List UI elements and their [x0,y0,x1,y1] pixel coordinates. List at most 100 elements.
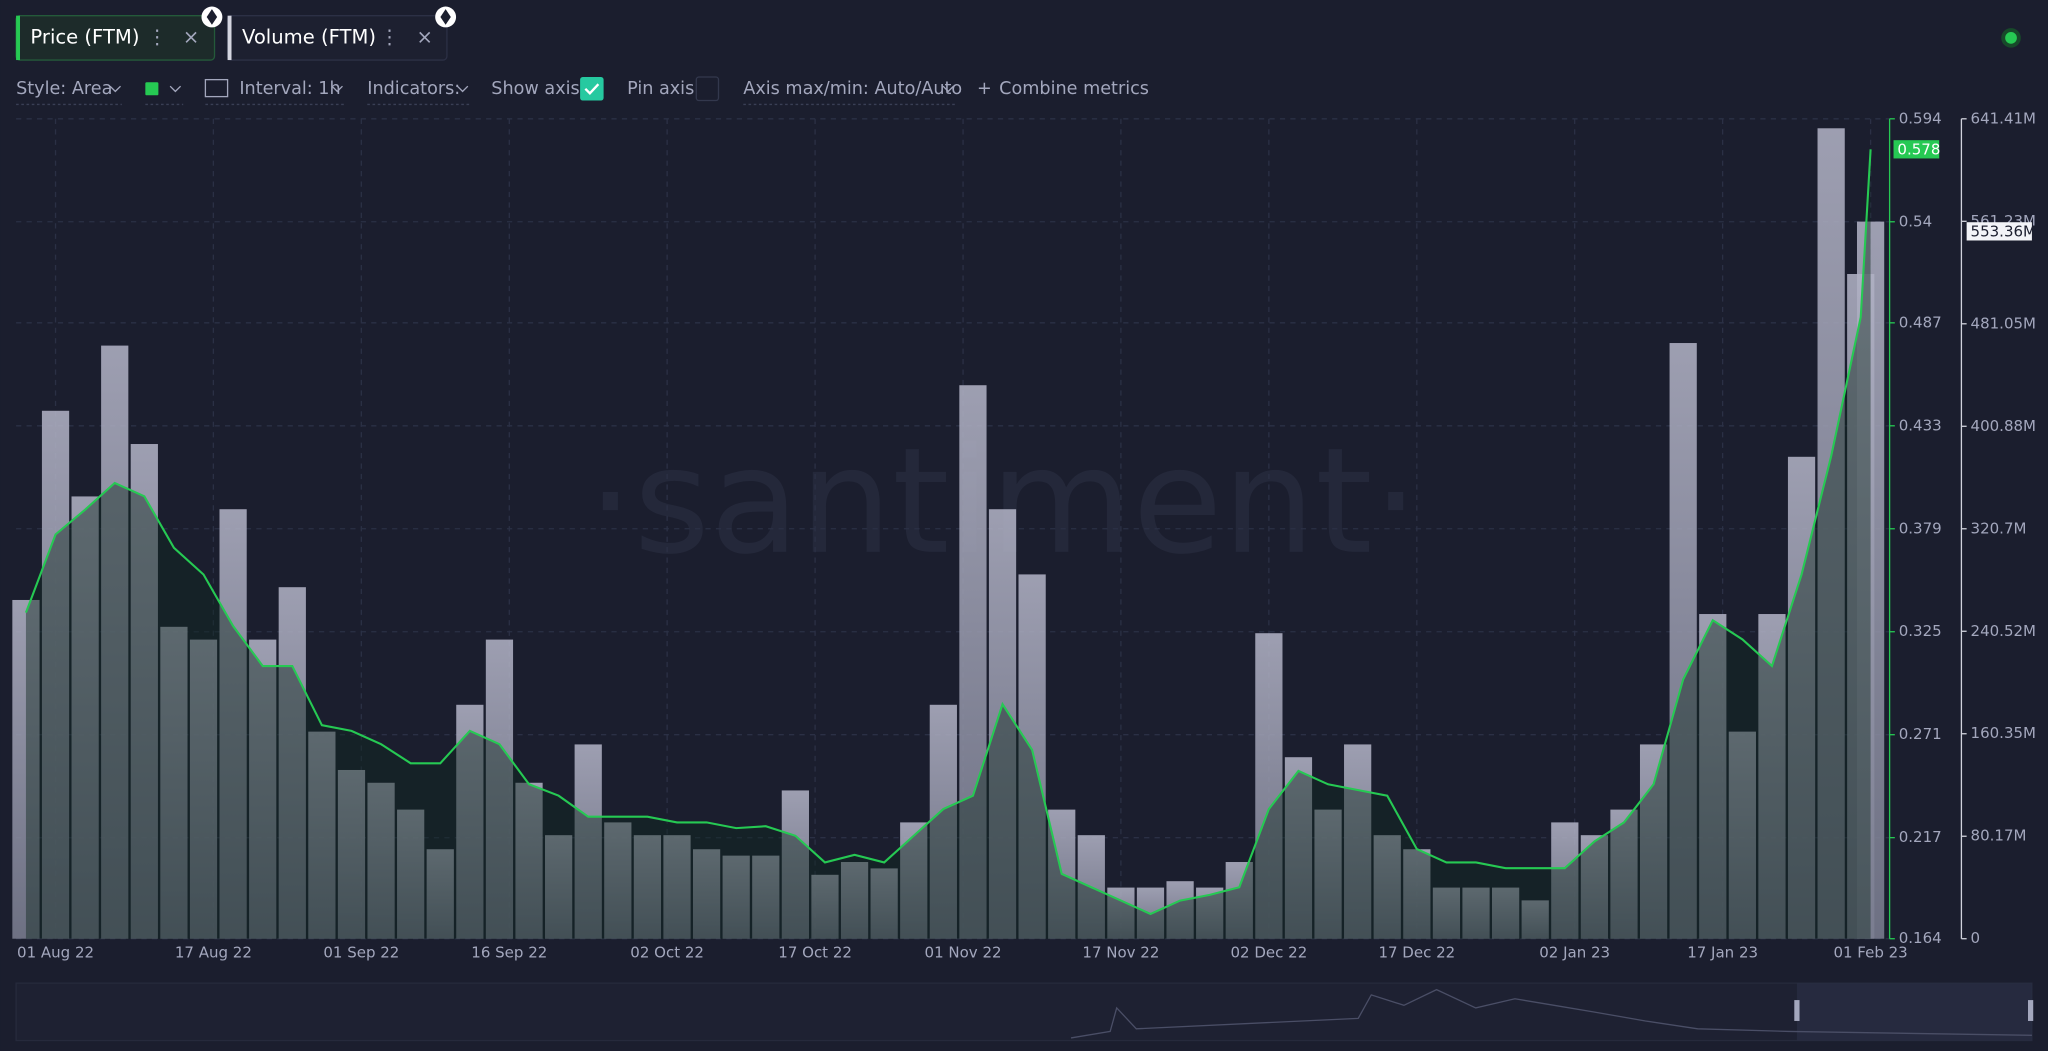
volume-bar [1018,574,1046,939]
tab-close-icon[interactable]: × [183,25,199,48]
chevron [169,85,182,93]
volume-bar [545,835,573,939]
tab-label: Volume (FTM) [242,25,376,48]
toolbar: Style: Area Interval: 1h Indicators: Sho… [16,76,1149,106]
x-tick-label: 17 Dec 22 [1378,944,1455,962]
x-tick-label: 02 Oct 22 [630,944,704,962]
x-tick-label: 01 Feb 23 [1833,944,1907,962]
y-tick-label: 0.271 [1899,725,1942,743]
color-picker[interactable] [145,82,159,96]
volume-bar [604,822,632,939]
price-line [24,149,1872,916]
volume-bar [1314,809,1342,939]
volume-bar [426,849,454,939]
show-axis-checkbox[interactable] [580,77,604,101]
current-value-label: 0.578 [1897,140,1940,158]
navigator-handle[interactable] [1794,1000,1800,1021]
volume-bar [1225,862,1253,939]
y-tick-label: 0.164 [1899,929,1942,947]
volume-bar [752,855,780,939]
volume-bar [1492,887,1520,939]
pin-axis-label[interactable]: Pin axis [627,79,694,99]
volume-bar [1610,809,1638,939]
volume-bar [249,639,277,939]
tab-menu-icon[interactable]: ⋮ [380,25,400,48]
volume-bar [1373,835,1401,939]
volume-bar [1758,614,1786,939]
y2-tick-label: 240.52M [1971,622,2036,640]
navigator-window[interactable] [1796,983,2032,1041]
y2-tick-label: 0 [1971,929,1981,947]
y2-tick-label: 481.05M [1971,314,2036,332]
volume-bar [840,862,869,939]
y-tick-label: 0.54 [1899,212,1932,230]
plot [12,128,1885,939]
navigator-preview [1070,988,2032,1039]
tab-accent [227,15,232,61]
y2-tick-label: 160.35M [1971,724,2036,742]
x-tick-label: 01 Aug 22 [17,944,94,962]
show-axis-label[interactable]: Show axis [491,79,579,99]
current-value-tag [1893,140,1940,159]
combine-metrics-button[interactable]: Combine metrics [999,79,1149,99]
volume-bar [1669,343,1697,939]
navigator-handle[interactable] [2027,1000,2034,1021]
x-tick-label: 17 Oct 22 [778,944,852,962]
volume-bar [1403,849,1431,939]
axis-labels: 01 Aug 22 17 Aug 22 01 Sep 22 16 Sep 22 02 O… [17,109,2036,961]
volume-bar [456,704,484,939]
pin-axis-checkbox[interactable] [695,76,720,102]
volume-bar [1344,744,1372,939]
y2-tick-label: 80.17M [1971,827,2027,845]
interval-select[interactable]: Interval: 1h [239,79,340,99]
y2-tick-label: 400.88M [1971,417,2036,435]
volume-bar [1817,128,1845,939]
x-tick-label: 17 Aug 22 [175,944,252,962]
y-tick-label: 0.379 [1899,519,1942,537]
plus-icon: + [977,79,992,99]
style-select[interactable]: Style: Area [16,79,112,99]
volume-bar [219,509,247,939]
x-tick-label: 02 Dec 22 [1230,944,1307,962]
volume-bar [130,444,158,939]
volume-bar [397,809,425,939]
volume-bar [1728,731,1756,939]
tab-label: Price (FTM) [30,25,139,48]
volume-bar [574,744,602,939]
volume-bar [811,874,839,939]
tab-menu-icon[interactable]: ⋮ [147,25,167,48]
axis-range-select[interactable]: Axis max/min: Auto/Auto [743,79,962,99]
tab[interactable]: Volume (FTM) ⋮ × [226,6,457,61]
volume-bar [692,849,721,939]
y2-tick-label: 641.41M [1971,109,2036,127]
y-tick-label: 0.433 [1899,416,1942,434]
volume-bar [929,704,957,939]
tab-close-icon[interactable]: × [417,25,433,48]
volume-bar [308,731,336,939]
x-tick-label: 01 Sep 22 [323,944,399,962]
indicators-select[interactable]: Indicators: [367,79,460,99]
volume-bar [1580,835,1609,939]
volume-bar [1856,221,1885,939]
volume-bar [781,790,809,939]
y2-tick-label: 320.7M [1971,519,2027,537]
volume-bar [1166,881,1194,939]
volume-bar [41,410,70,939]
volume-bar [633,835,662,939]
y-tick-label: 0.325 [1899,622,1942,640]
volume-bar [959,385,987,939]
navigator[interactable] [15,982,2034,1042]
volume-bar [663,835,691,939]
volume-bar [12,599,40,939]
x-tick-label: 01 Nov 22 [925,944,1002,962]
y-tick-label: 0.217 [1899,828,1942,846]
x-tick-label: 17 Nov 22 [1082,944,1159,962]
token-icon-glyph [440,9,451,25]
tab[interactable]: Price (FTM) ⋮ × [15,6,223,61]
y-tick-label: 0.594 [1899,109,1942,127]
navigator-track [15,982,2033,1042]
volume-bar [1462,887,1490,939]
chevron [942,85,954,93]
token-icon-glyph [206,9,218,25]
